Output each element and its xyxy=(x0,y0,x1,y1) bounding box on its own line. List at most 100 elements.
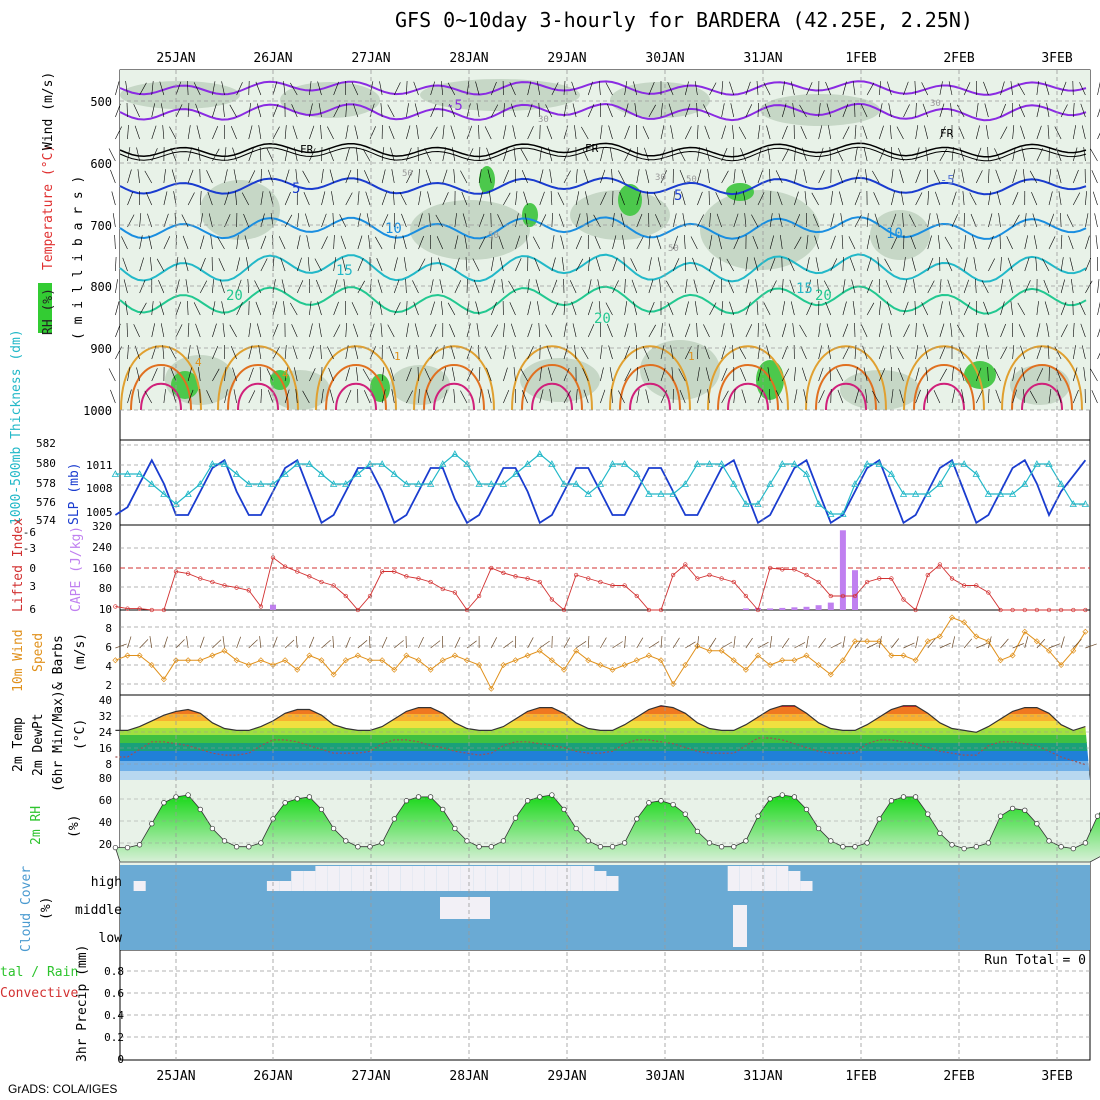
lifted-index-point xyxy=(646,607,652,613)
wind-barb xyxy=(187,102,190,118)
wind-barb xyxy=(634,103,638,118)
cloud-high-bar xyxy=(751,866,764,891)
wind-barb xyxy=(351,302,359,316)
thickness-point xyxy=(766,480,774,487)
wind-barb-10m xyxy=(430,640,441,649)
wind-barb xyxy=(196,125,201,140)
wind-barb xyxy=(418,388,420,404)
wind-barb xyxy=(732,345,735,360)
wind-tick-4: 4 xyxy=(105,660,112,673)
rh-background xyxy=(120,70,1090,410)
contour-arch xyxy=(433,382,475,411)
wind-barb xyxy=(876,235,880,250)
wind-barb xyxy=(309,103,313,118)
lifted-index-point xyxy=(937,562,943,567)
cape-bar xyxy=(742,608,749,610)
wind-barb xyxy=(671,147,674,162)
wind-speed-point xyxy=(694,643,701,649)
wind-barb xyxy=(598,81,601,96)
wind-barb xyxy=(306,235,310,250)
day-label-bottom: 1FEB xyxy=(845,1069,876,1084)
wind-barb xyxy=(624,323,629,338)
wind-barb xyxy=(193,302,201,316)
wind-barb xyxy=(994,368,1001,382)
wind-barb xyxy=(1085,280,1093,294)
rh2m-point xyxy=(937,830,943,836)
wind-barb xyxy=(551,279,558,294)
wind-barb xyxy=(137,389,140,404)
contour-arch xyxy=(511,345,593,411)
wind-speed-point xyxy=(936,633,943,640)
thickness-point xyxy=(184,490,192,497)
lifted-index-line xyxy=(115,556,1086,611)
thickness-point xyxy=(245,480,253,487)
wind-barb xyxy=(878,323,883,338)
wind-barb xyxy=(842,126,850,140)
wind-barb xyxy=(316,279,322,294)
wind-barb xyxy=(852,301,856,316)
wind-barb xyxy=(878,103,883,118)
wind-barb xyxy=(478,236,486,250)
wind-barb xyxy=(115,323,121,338)
precip-tick-0: 0 xyxy=(117,1053,124,1066)
cloud-level-low: low xyxy=(99,931,123,946)
wind-barb xyxy=(390,367,395,382)
cape-tick-240: 240 xyxy=(92,541,112,554)
wind-barb xyxy=(442,169,448,184)
wind-barb xyxy=(236,82,243,96)
day-label-top: 1FEB xyxy=(845,51,876,66)
rh2m-point xyxy=(646,800,652,806)
wind-barb xyxy=(988,258,995,272)
wind-barb xyxy=(958,125,965,140)
slp-axis: 582 580 578 576 574 1011 1008 1005 1000-… xyxy=(9,329,113,527)
wind-barb xyxy=(503,125,507,140)
lifted-index-point xyxy=(949,576,955,581)
thickness-point xyxy=(1045,460,1053,467)
wind-barb xyxy=(582,148,589,162)
wind-barb xyxy=(345,367,350,382)
wind-barb xyxy=(210,235,213,250)
lifted-index-point xyxy=(561,607,567,613)
lifted-index-point xyxy=(731,579,736,585)
wind-barb xyxy=(915,147,920,162)
wind-barb xyxy=(636,191,641,206)
wind-barb xyxy=(182,235,189,250)
wind-barb xyxy=(115,256,117,272)
wind-barb xyxy=(575,235,582,250)
wind-barb xyxy=(697,344,699,360)
wind-barb xyxy=(175,81,182,96)
wind-barb xyxy=(963,235,967,250)
wind-barb xyxy=(600,169,606,184)
wind-barb xyxy=(430,257,433,272)
wind-barb xyxy=(925,367,929,382)
wind-barb-10m xyxy=(878,636,882,649)
wind-barb xyxy=(1048,169,1052,184)
wind-barb xyxy=(1058,191,1062,206)
wind-barb xyxy=(939,148,947,162)
wind-barb xyxy=(320,124,322,140)
day-label-top: 26JAN xyxy=(253,51,292,66)
contour-arch xyxy=(815,364,877,411)
wind-barb xyxy=(854,367,858,382)
wind-barb xyxy=(321,366,323,382)
wind-barb xyxy=(490,234,493,250)
wind-speed-point xyxy=(949,614,955,621)
lifted-index-label: Lifted Index xyxy=(11,518,26,612)
contour-10c xyxy=(119,216,1087,240)
wind-barb xyxy=(988,168,990,184)
wind-barb xyxy=(1072,147,1078,162)
thickness-point xyxy=(451,450,459,457)
wind-barb xyxy=(486,367,492,382)
wind-barb xyxy=(478,169,482,184)
wind-barb xyxy=(914,300,916,316)
lifted-index-point xyxy=(295,569,300,574)
wind-barb xyxy=(657,257,662,272)
wind-barb xyxy=(581,126,589,140)
rh2m-point xyxy=(185,792,191,798)
rh2m-point xyxy=(282,800,288,806)
wind-barb xyxy=(284,191,291,206)
rh2m-point xyxy=(1082,840,1089,846)
wind-barb xyxy=(860,104,868,118)
wind-barb xyxy=(729,301,735,316)
wind-barb xyxy=(127,124,129,140)
